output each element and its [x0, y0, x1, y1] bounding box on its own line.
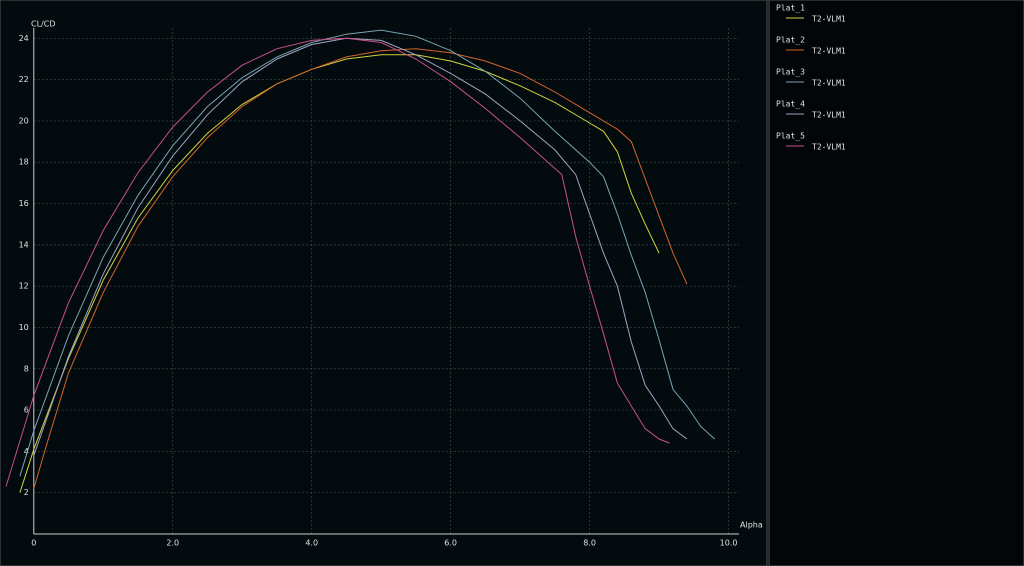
- y-tick-label: 24: [19, 34, 29, 43]
- plot-panel: [0, 0, 768, 566]
- y-tick-label: 18: [19, 158, 29, 167]
- legend-label: Plat_3: [776, 68, 805, 77]
- x-tick-label: 2.0: [166, 539, 179, 548]
- y-tick-label: 16: [19, 199, 29, 208]
- legend-label: Plat_5: [776, 132, 805, 141]
- legend-polar: T2-VLM1: [812, 15, 846, 24]
- legend-label: Plat_1: [776, 4, 805, 13]
- x-axis-label: Alpha: [740, 521, 763, 530]
- y-tick-label: 20: [19, 116, 29, 125]
- series-line: [19, 54, 660, 493]
- legend-polar: T2-VLM1: [812, 111, 846, 120]
- y-tick-label: 10: [19, 323, 29, 332]
- y-tick-label: 14: [19, 240, 29, 249]
- x-tick-label: 10.0: [720, 539, 738, 548]
- y-axis-label: CL/CD: [31, 20, 55, 29]
- series-line: [33, 37, 688, 456]
- x-tick-label: 0: [31, 539, 36, 548]
- y-tick-label: 12: [19, 282, 29, 291]
- legend-polar: T2-VLM1: [812, 143, 846, 152]
- y-tick-label: 22: [19, 75, 29, 84]
- y-tick-label: 4: [24, 447, 29, 456]
- x-tick-label: 8.0: [583, 539, 596, 548]
- y-tick-label: 2: [24, 488, 29, 497]
- legend-panel: [768, 0, 1024, 566]
- x-tick-label: 4.0: [305, 539, 318, 548]
- x-tick-label: 6.0: [444, 539, 457, 548]
- series-line: [5, 37, 670, 487]
- y-tick-label: 6: [24, 406, 29, 415]
- y-tick-label: 8: [24, 364, 29, 373]
- series-line: [19, 29, 716, 477]
- series-line: [33, 48, 688, 489]
- legend-polar: T2-VLM1: [812, 47, 846, 56]
- legend-polar: T2-VLM1: [812, 79, 846, 88]
- legend-label: Plat_2: [776, 36, 805, 45]
- legend-label: Plat_4: [776, 100, 805, 109]
